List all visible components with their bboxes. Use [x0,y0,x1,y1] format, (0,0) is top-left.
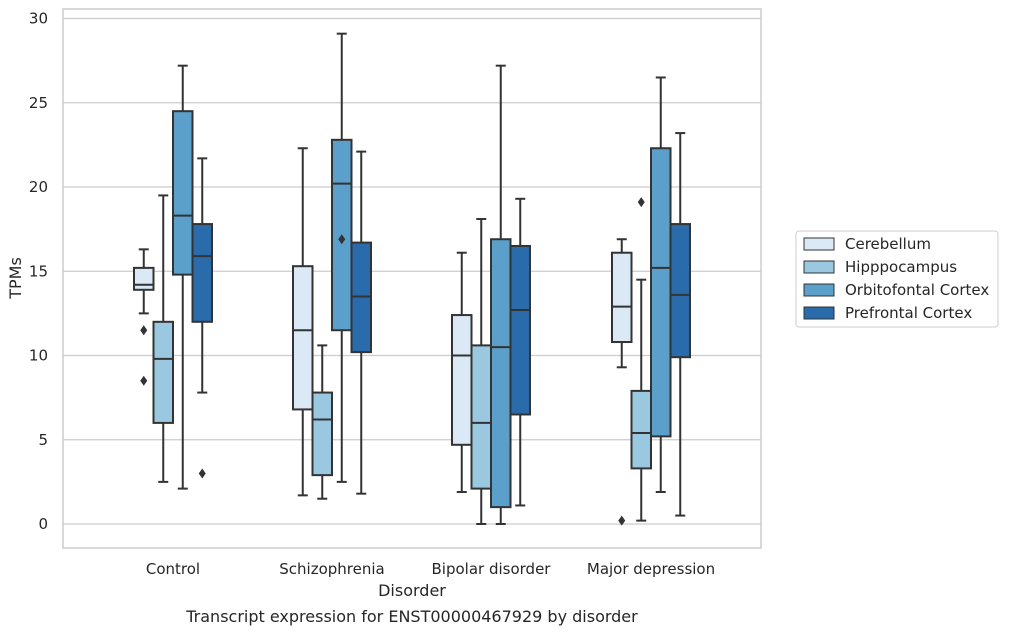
y-tick-label-30: 30 [29,10,48,28]
boxes [133,32,691,526]
x-tick-labels: Control Schizophrenia Bipolar disorder Majo… [146,560,715,578]
legend-swatch-orbitofontal-cortex [803,283,835,297]
legend: Cerebellum Hipppocampus Orbitofontal Cor… [795,230,999,328]
iqr-box [451,314,473,446]
box-bipolar-disorder-hipppocampus [470,218,492,525]
x-axis-label: Disorder [378,581,446,600]
iqr-box [133,266,155,291]
box-major-depression-prefrontal-cortex [669,132,691,517]
legend-item-orbitofontal-cortex: Orbitofontal Cortex [803,281,989,299]
box-control-cerebellum [133,248,155,386]
y-axis-label: TPMs [6,257,25,300]
iqr-box [611,251,633,344]
box-control-prefrontal-cortex [191,157,213,479]
legend-label-orbitofontal-cortex: Orbitofontal Cortex [845,281,989,299]
legend-swatch-cerebellum [803,237,835,251]
iqr-box [490,238,512,509]
box-schizophrenia-hipppocampus [311,344,333,500]
legend-label-prefrontal-cortex: Prefrontal Cortex [845,304,972,322]
iqr-box [470,344,492,490]
iqr-box [292,265,314,411]
iqr-box [311,391,333,477]
iqr-box [650,147,672,438]
outlier-point [140,375,148,386]
iqr-box [172,110,194,276]
x-tick-label-major-depression: Major depression [587,560,715,578]
legend-item-prefrontal-cortex: Prefrontal Cortex [803,304,972,322]
y-tick-label-0: 0 [38,515,48,533]
iqr-box [152,320,174,424]
plot-frame [62,8,762,549]
box-bipolar-disorder-prefrontal-cortex [509,197,531,507]
chart-caption: Transcript expression for ENST0000046792… [185,607,638,626]
box-major-depression-cerebellum [611,238,633,526]
legend-swatch-hipppocampus [803,260,835,274]
box-major-depression-hipppocampus [630,197,652,522]
box-major-depression-orbitofontal-cortex [650,76,672,493]
outlier-point [338,234,346,245]
iqr-box [669,223,691,359]
box-schizophrenia-cerebellum [292,147,314,497]
box-bipolar-disorder-orbitofontal-cortex [490,64,512,525]
box-schizophrenia-orbitofontal-cortex [331,32,353,483]
y-tick-label-5: 5 [38,431,48,449]
legend-frame [795,230,999,328]
y-tick-label-25: 25 [29,94,48,112]
legend-label-cerebellum: Cerebellum [845,235,931,253]
iqr-box [630,389,652,470]
outlier-point [637,197,645,208]
x-tick-label-control: Control [146,560,200,578]
y-tick-label-20: 20 [29,178,48,196]
box-control-orbitofontal-cortex [172,64,194,490]
y-tick-labels: 0 5 10 15 20 25 30 [29,10,48,534]
iqr-box [191,223,213,323]
box-bipolar-disorder-cerebellum [451,251,473,493]
legend-item-hipppocampus: Hipppocampus [803,258,957,276]
y-tick-label-10: 10 [29,347,48,365]
x-tick-label-schizophrenia: Schizophrenia [279,560,384,578]
legend-swatch-prefrontal-cortex [803,306,835,320]
outlier-point [618,515,626,526]
iqr-box [509,244,531,416]
legend-label-hipppocampus: Hipppocampus [845,258,957,276]
outlier-point [140,325,148,336]
outlier-point [198,468,206,479]
box-schizophrenia-prefrontal-cortex [350,150,372,495]
x-tick-label-bipolar-disorder: Bipolar disorder [432,560,552,578]
box-control-hipppocampus [152,194,174,483]
legend-item-cerebellum: Cerebellum [803,235,931,253]
y-tick-label-15: 15 [29,262,48,280]
